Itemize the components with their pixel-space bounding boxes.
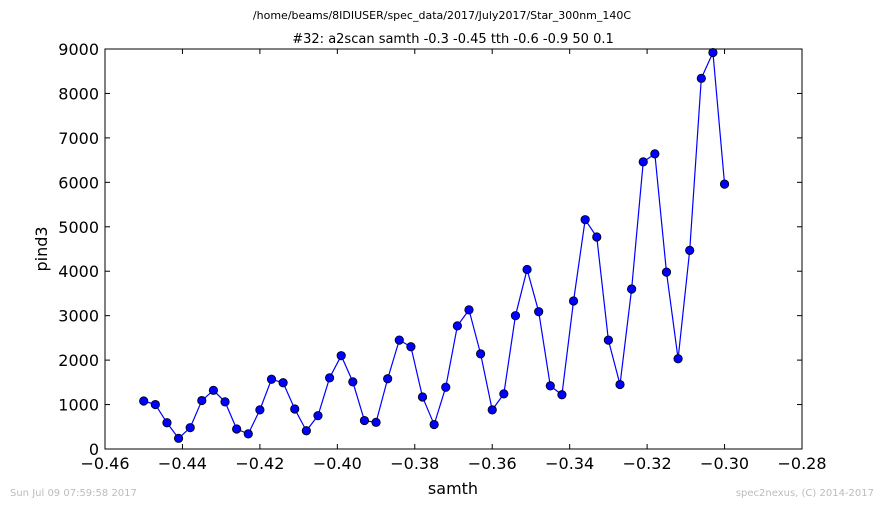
data-point (336, 351, 346, 361)
data-point (359, 415, 370, 426)
x-tick-label: −0.42 (235, 454, 284, 473)
y-tick-label: 6000 (58, 173, 99, 192)
data-point (534, 307, 544, 317)
data-point (324, 373, 335, 383)
data-point (313, 411, 323, 421)
data-point (708, 47, 718, 58)
data-point (476, 349, 486, 359)
x-tick-label: −0.30 (700, 454, 749, 473)
data-point (290, 404, 300, 414)
data-point (603, 335, 613, 345)
data-point (441, 382, 451, 392)
data-point (243, 429, 253, 439)
chart-title: #32: a2scan samth -0.3 -0.45 tth -0.6 -0… (292, 32, 614, 47)
data-point (615, 379, 625, 390)
data-point (348, 377, 358, 387)
data-point (522, 264, 532, 275)
x-tick-label: −0.44 (158, 454, 207, 473)
data-point (232, 424, 242, 434)
data-point (696, 73, 706, 83)
x-tick-label: −0.38 (390, 454, 439, 473)
data-point (371, 417, 381, 427)
data-point (580, 215, 590, 225)
y-tick-label: 5000 (58, 218, 99, 237)
data-point (487, 405, 497, 415)
data-point (568, 296, 579, 306)
data-point (266, 374, 277, 384)
data-point (173, 433, 184, 443)
x-tick-label: −0.40 (313, 454, 362, 473)
data-point (510, 311, 521, 321)
data-point (383, 374, 393, 384)
data-point (452, 321, 462, 331)
y-tick-label: 1000 (58, 396, 99, 415)
x-tick-label: −0.32 (623, 454, 672, 473)
x-tick-label: −0.36 (468, 454, 517, 473)
data-point (278, 378, 288, 388)
data-point (685, 245, 695, 255)
data-point (301, 426, 311, 436)
data-point (220, 397, 230, 407)
chart-suptitle: /home/beams/8IDIUSER/spec_data/2017/July… (253, 9, 631, 22)
x-tick-label: −0.28 (777, 454, 826, 473)
data-point (557, 390, 567, 400)
data-point (499, 389, 509, 399)
data-point (627, 284, 637, 294)
data-point (661, 267, 672, 277)
data-point (719, 179, 730, 189)
y-tick-label: 7000 (58, 129, 99, 148)
data-point (464, 305, 474, 315)
data-point (673, 354, 683, 364)
data-point (255, 405, 265, 415)
data-point (185, 423, 195, 433)
data-point (429, 419, 439, 430)
data-point (162, 418, 172, 428)
data-point (417, 392, 428, 402)
data-point (650, 149, 660, 159)
footer-credit: spec2nexus, (C) 2014-2017 (735, 488, 874, 499)
data-point (638, 157, 648, 167)
x-tick-label: −0.46 (80, 454, 129, 473)
x-axis-label: samth (428, 479, 478, 498)
y-tick-label: 2000 (58, 351, 99, 370)
y-tick-label: 9000 (58, 40, 99, 59)
data-point (139, 396, 149, 406)
data-point (150, 399, 160, 410)
y-tick-label: 3000 (58, 307, 99, 326)
x-axis: −0.46 −0.44 −0.42 −0.40 −0.38 −0.36 −0.34 −0.32… (80, 49, 827, 473)
data-point (545, 381, 555, 391)
y-tick-label: 0 (89, 440, 99, 459)
x-tick-label: −0.34 (545, 454, 594, 473)
data-point (406, 342, 416, 352)
y-axis: 0 1000 2000 3000 4000 5000 6000 7000 8000 9000 (58, 40, 802, 459)
series-line (143, 50, 726, 440)
plot-frame (104, 48, 803, 450)
y-tick-label: 8000 (58, 84, 99, 103)
data-point (197, 395, 207, 406)
data-point (208, 385, 219, 395)
y-axis-label: pind3 (32, 226, 51, 271)
data-point (394, 335, 404, 345)
footer-timestamp: Sun Jul 09 07:59:58 2017 (10, 488, 137, 499)
data-point (592, 232, 602, 242)
y-tick-label: 4000 (58, 262, 99, 281)
data-series (139, 47, 730, 443)
